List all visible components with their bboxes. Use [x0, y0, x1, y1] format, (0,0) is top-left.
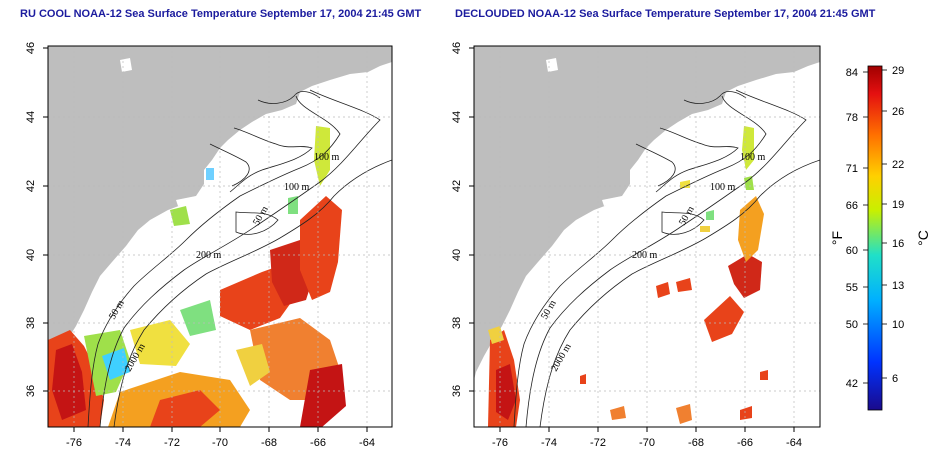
left-x-tick-label: -72 — [164, 437, 180, 449]
colorbar-f-tick: 50 — [846, 319, 858, 331]
right-y-tick-label: 40 — [451, 249, 463, 261]
right-x-tick-labels: -76 -74 -72 -70 -68 -66 -64 — [492, 437, 802, 449]
left-land — [48, 46, 392, 380]
colorbar-c-tick: 13 — [892, 280, 904, 292]
colorbar-f-tick: 84 — [846, 67, 858, 79]
left-sst-cells — [48, 126, 346, 427]
colorbar-ramp — [867, 65, 883, 411]
colorbar-c-tick: 10 — [892, 319, 904, 331]
right-map-title: DECLOUDED NOAA-12 Sea Surface Temperatur… — [455, 8, 876, 20]
left-map-panel: 100 m 100 m 50 m 200 m 50 m 2000 m — [48, 46, 392, 427]
left-y-tick-label: 36 — [25, 385, 37, 397]
colorbar-f-tick: 55 — [846, 282, 858, 294]
colorbar-c-tick: 16 — [892, 238, 904, 250]
colorbar-celsius-label: °C — [915, 230, 931, 246]
right-sst-cells — [488, 126, 768, 427]
left-contour-label-100m-a: 100 m — [314, 152, 340, 163]
right-contour-label-100m-a: 100 m — [740, 152, 766, 163]
right-x-axis — [499, 427, 795, 432]
right-x-tick-label: -66 — [737, 437, 753, 449]
right-land — [474, 46, 820, 380]
right-x-tick-label: -72 — [590, 437, 606, 449]
right-contours — [513, 89, 820, 427]
right-x-tick-label: -68 — [688, 437, 704, 449]
left-y-axis — [43, 47, 48, 392]
left-x-axis — [73, 427, 368, 432]
colorbar-f-tick: 42 — [846, 378, 858, 390]
right-x-tick-label: -74 — [541, 437, 557, 449]
right-contour-label-200m: 200 m — [632, 250, 658, 261]
colorbar-fahrenheit-label: °F — [829, 231, 845, 245]
right-y-tick-label: 46 — [451, 42, 463, 54]
right-y-tick-label: 38 — [451, 317, 463, 329]
right-contour-label-100m-b: 100 m — [710, 182, 736, 193]
colorbar-f-tick: 66 — [846, 200, 858, 212]
left-y-tick-label: 46 — [25, 42, 37, 54]
left-x-tick-label: -76 — [66, 437, 82, 449]
colorbar-f-tick: 60 — [846, 245, 858, 257]
left-y-tick-label: 44 — [25, 111, 37, 123]
left-map-title: RU COOL NOAA-12 Sea Surface Temperature … — [20, 8, 422, 20]
left-contour-label-200m: 200 m — [196, 250, 222, 261]
right-x-tick-label: -70 — [639, 437, 655, 449]
left-y-tick-label: 38 — [25, 317, 37, 329]
right-grid — [474, 46, 820, 427]
left-contours — [87, 89, 392, 427]
colorbar-c-tick: 6 — [892, 373, 898, 385]
right-map-panel: 100 m 100 m 50 m 200 m 50 m 2000 m — [474, 46, 820, 427]
colorbar: 84 78 71 66 60 55 50 42 29 26 22 19 16 1… — [829, 65, 931, 411]
left-x-tick-label: -70 — [212, 437, 228, 449]
left-y-tick-label: 42 — [25, 180, 37, 192]
left-x-tick-label: -64 — [359, 437, 375, 449]
left-y-tick-labels: 36 38 40 42 44 46 — [25, 42, 37, 397]
left-x-tick-label: -68 — [261, 437, 277, 449]
colorbar-f-tick: 78 — [846, 112, 858, 124]
right-y-axis — [469, 47, 474, 392]
colorbar-f-tick: 71 — [846, 163, 858, 175]
right-y-tick-labels: 36 38 40 42 44 46 — [451, 42, 463, 397]
colorbar-c-tick: 29 — [892, 65, 904, 77]
left-x-tick-label: -74 — [115, 437, 131, 449]
right-x-tick-label: -76 — [492, 437, 508, 449]
colorbar-c-tick: 22 — [892, 159, 904, 171]
right-y-tick-label: 44 — [451, 111, 463, 123]
right-y-tick-label: 36 — [451, 385, 463, 397]
left-y-tick-label: 40 — [25, 249, 37, 261]
colorbar-c-tick: 26 — [892, 106, 904, 118]
right-x-tick-label: -64 — [786, 437, 802, 449]
left-grid — [48, 46, 392, 427]
left-contour-label-100m-b: 100 m — [284, 182, 310, 193]
left-x-tick-label: -66 — [310, 437, 326, 449]
right-y-tick-label: 42 — [451, 180, 463, 192]
left-x-tick-labels: -76 -74 -72 -70 -68 -66 -64 — [66, 437, 375, 449]
colorbar-c-tick: 19 — [892, 199, 904, 211]
